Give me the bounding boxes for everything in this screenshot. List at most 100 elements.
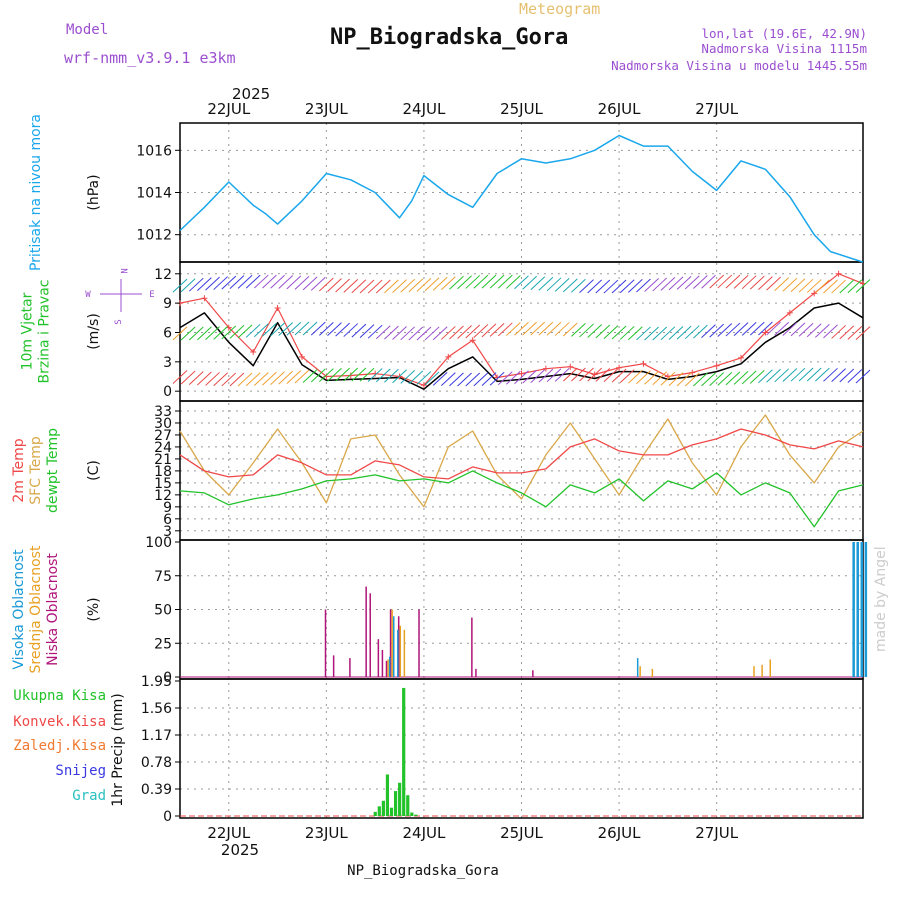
precip-bar (381, 800, 385, 816)
wind-direction-arrow (571, 323, 586, 337)
wind-direction-arrow (457, 275, 472, 290)
gust-marker (786, 309, 793, 316)
wind-direction-arrow (546, 368, 562, 383)
wind-direction-arrow (790, 278, 806, 293)
wind-direction-arrow (351, 279, 367, 294)
wind-direction-arrow (774, 368, 790, 383)
wind-direction-arrow (440, 326, 456, 340)
precip-bar (389, 807, 394, 816)
cloud-bar (397, 616, 400, 677)
wind-direction-arrow (619, 369, 635, 384)
wind-direction-arrow (506, 370, 521, 385)
wind-direction-arrow (343, 323, 359, 337)
wind-direction-arrow (506, 275, 521, 289)
wind-direction-arrow (286, 275, 302, 290)
wind-direction-arrow (839, 325, 855, 340)
compass-north: N (118, 268, 128, 273)
wind-direction-arrow (424, 326, 440, 341)
cloud-bar (636, 658, 639, 677)
wind-direction-arrow (611, 279, 627, 294)
wind-direction-arrow (603, 279, 619, 294)
wind-direction-arrow (302, 321, 318, 336)
wind-direction-arrow (587, 279, 603, 294)
top-date-label: 22JUL (207, 100, 250, 118)
precip-bar (414, 814, 418, 816)
wind-direction-arrow (302, 369, 318, 383)
side-label: Visoka Oblacnost (11, 549, 27, 670)
cloud-bar (860, 542, 864, 677)
wind-direction-arrow (530, 321, 546, 336)
wind-direction-arrow (310, 277, 326, 291)
y-tick-label: 0 (163, 809, 172, 825)
top-date-label: 25JUL (500, 100, 543, 118)
wind-direction-arrow (253, 372, 269, 386)
wind-direction-arrow (294, 275, 310, 290)
cloud-bar (381, 650, 384, 677)
wind-direction-arrow (400, 326, 416, 341)
wind-direction-arrow (766, 368, 781, 383)
cloud-bar (365, 586, 367, 677)
wind-direction-arrow (579, 323, 594, 338)
wind-direction-arrow (221, 325, 237, 340)
side-label: Pritisak na nivou mora (28, 114, 44, 271)
wind-direction-arrow (741, 370, 757, 385)
compass-west: W (85, 290, 91, 300)
wind-direction-arrow (741, 275, 757, 290)
cloud-bar (475, 668, 477, 677)
wind-direction-arrow (197, 326, 212, 341)
cloud-bar (399, 625, 402, 677)
wind-direction-arrow (213, 276, 228, 290)
wind-direction-arrow (709, 274, 724, 289)
wind-direction-arrow (855, 369, 871, 384)
wind-direction-arrow (506, 322, 521, 336)
wind-direction-arrow (701, 274, 716, 289)
y-tick-label: 24 (154, 440, 172, 456)
wind-direction-arrow (180, 326, 196, 341)
wind-direction-arrow (806, 323, 822, 338)
y-tick-label: 21 (154, 452, 172, 468)
gust-marker (542, 365, 549, 372)
wind-direction-arrow (375, 368, 391, 383)
wind-direction-arrow (847, 325, 863, 340)
wind-direction-arrow (717, 323, 733, 337)
precip-bar (398, 782, 402, 816)
y-tick-labels: 1012101410160369123691215182124273033025… (136, 143, 180, 825)
y-tick-label: 1.17 (141, 728, 172, 744)
wind-direction-arrow (798, 322, 814, 337)
wind-direction-arrow (774, 277, 790, 292)
precip-bar (410, 812, 414, 816)
wind-direction-arrow (188, 277, 204, 292)
wind-direction-arrow (278, 275, 294, 289)
cloud-bar (753, 666, 755, 677)
wind-direction-arrow (758, 369, 773, 384)
wind-direction-arrow (253, 323, 269, 338)
wind-direction-arrow (457, 325, 472, 339)
wind-direction-arrow (489, 274, 505, 289)
wind-direction-arrow (213, 325, 228, 340)
wind-direction-arrow (481, 372, 497, 386)
top-date-axis: 22JUL 23JUL 24JUL 25JUL 26JUL 27JUL (207, 100, 738, 118)
gust-marker (201, 295, 208, 302)
wind-direction-arrow (733, 322, 749, 337)
location-info: lon,lat (19.6E, 42.9N) (701, 26, 867, 41)
wind-direction-arrow (847, 279, 863, 294)
wind-direction-arrow (229, 325, 245, 339)
wind-direction-arrow (587, 367, 603, 382)
wind-direction-arrow (392, 326, 407, 340)
wind-direction-arrow (636, 278, 651, 293)
station-title: NP_Biogradska_Gora (330, 25, 568, 50)
wind-direction-arrow (489, 323, 505, 337)
wind-direction-arrow (522, 369, 537, 384)
wind-direction-arrow (538, 321, 554, 336)
wind-direction-arrow (335, 322, 350, 337)
wind-direction-arrow (693, 372, 708, 387)
wind-direction-arrow (253, 274, 269, 289)
wind-direction-arrow (815, 323, 830, 338)
bottom-date-label: 22JUL (207, 824, 250, 842)
pressure-line (179, 134, 864, 263)
legend-freezing-rain: Zaledj.Kisa (13, 738, 106, 754)
wind-direction-arrow (709, 372, 724, 387)
cloud-bar (471, 617, 473, 677)
wind-direction-arrow (497, 371, 513, 386)
wind-direction-arrow (546, 321, 562, 336)
